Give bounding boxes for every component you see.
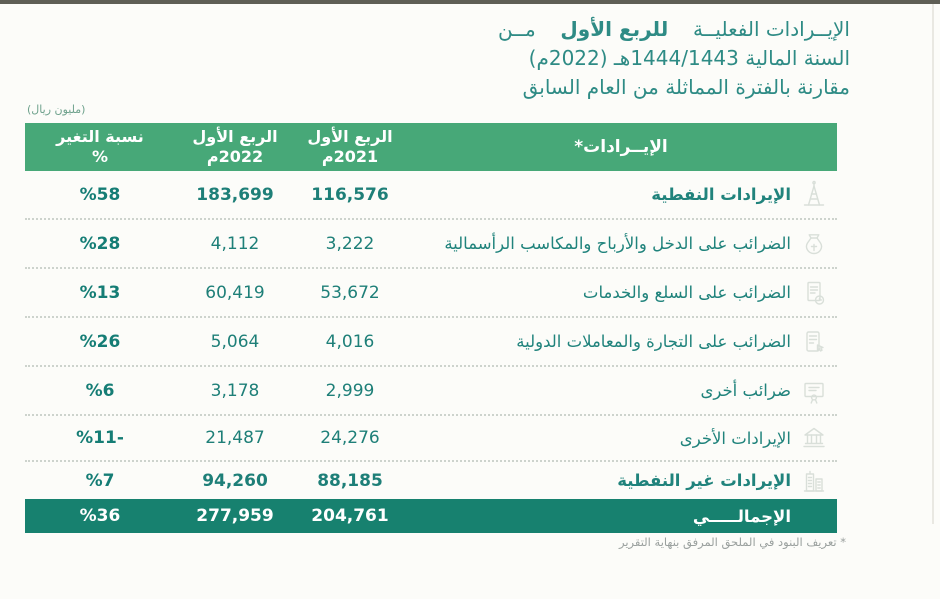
bank-building-icon <box>791 422 837 454</box>
footnote: * تعريف البنود في الملحق المرفق بنهاية ا… <box>619 535 846 549</box>
header-cell-q1-2021: الربع الأول 2021م <box>295 127 405 167</box>
table-row: الإيرادات غير النفطية 88,185 94,260 %7 <box>25 462 837 499</box>
top-border <box>0 0 940 4</box>
title-line-1-part-1: الإيــرادات الفعليــة <box>692 17 850 41</box>
total-change: %36 <box>79 506 121 526</box>
table-row: الضرائب على السلع والخدمات 53,672 60,419… <box>25 269 837 318</box>
value-q1-2022: 21,487 <box>205 428 265 448</box>
row-label: الإيرادات النفطية <box>651 185 791 204</box>
row-label: الضرائب على التجارة والمعاملات الدولية <box>516 332 791 351</box>
table-row: الإيرادات الأخرى 24,276 21,487 %11- <box>25 416 837 462</box>
row-label: ضرائب أخرى <box>700 381 791 400</box>
value-q1-2021: 53,672 <box>320 282 380 303</box>
title-line-2: السنة المالية 1444/1443هـ (2022م) <box>528 46 850 70</box>
title-line-1-part-2: مــن <box>498 17 536 41</box>
value-change: %11- <box>76 428 124 448</box>
value-q1-2021: 24,276 <box>320 428 380 448</box>
table-header: الإيــرادات* الربع الأول 2021م الربع الأ… <box>25 123 837 171</box>
value-q1-2021: 3,222 <box>325 233 375 254</box>
value-change: %58 <box>79 184 121 205</box>
table-row: الإيرادات النفطية 116,576 183,699 %58 <box>25 171 837 220</box>
title-line-1: الإيــرادات الفعليــة للربع الأول مــن <box>498 15 850 44</box>
revenue-table: الإيــرادات* الربع الأول 2021م الربع الأ… <box>25 123 837 533</box>
row-label: الإيرادات الأخرى <box>679 428 791 448</box>
header-q1-2021-line1: الربع الأول <box>307 127 393 146</box>
value-change: %7 <box>85 470 115 491</box>
value-q1-2021: 2,999 <box>325 380 375 401</box>
value-q1-2021: 4,016 <box>325 331 375 352</box>
certificate-icon <box>791 375 837 407</box>
receipt-clock-icon <box>791 277 837 309</box>
value-q1-2022: 94,260 <box>202 470 268 491</box>
header-q1-2022-line2: 2022م <box>206 147 264 166</box>
trade-device-icon <box>791 326 837 358</box>
value-change: %6 <box>85 380 115 401</box>
row-label: الضرائب على السلع والخدمات <box>582 283 791 302</box>
header-cell-revenues: الإيــرادات* <box>574 137 668 157</box>
header-q1-2022-line1: الربع الأول <box>192 127 278 146</box>
unit-label: (مليون ريال) <box>27 103 86 116</box>
title-line-3: مقارنة بالفترة المماثلة من العام السابق <box>522 75 850 99</box>
total-label: الإجمالـــــي <box>692 506 791 526</box>
value-q1-2022: 60,419 <box>205 282 265 303</box>
oil-derrick-icon <box>791 179 837 211</box>
row-label: الضرائب على الدخل والأرباح والمكاسب الرأ… <box>444 234 791 253</box>
page-edge-shadow <box>932 4 934 524</box>
value-q1-2022: 5,064 <box>210 331 260 352</box>
header-cell-change: نسبة التغير % <box>25 127 175 167</box>
value-q1-2021: 116,576 <box>311 184 389 205</box>
header-change-line1: نسبة التغير <box>56 127 144 146</box>
header-cell-q1-2022: الربع الأول 2022م <box>175 127 295 167</box>
value-q1-2022: 183,699 <box>196 184 274 205</box>
money-bag-icon <box>791 228 837 260</box>
value-q1-2021: 88,185 <box>317 470 383 491</box>
report-title: الإيــرادات الفعليــة للربع الأول مــن ا… <box>498 15 850 102</box>
total-row: الإجمالـــــي 204,761 277,959 %36 <box>25 499 837 533</box>
total-q1-2021: 204,761 <box>311 506 389 526</box>
value-q1-2022: 3,178 <box>210 380 260 401</box>
table-row: الضرائب على الدخل والأرباح والمكاسب الرأ… <box>25 220 837 269</box>
title-line-1-bold: للربع الأول <box>560 17 669 41</box>
value-change: %26 <box>79 331 121 352</box>
value-change: %13 <box>79 282 121 303</box>
table-row: ضرائب أخرى 2,999 3,178 %6 <box>25 367 837 416</box>
row-label: الإيرادات غير النفطية <box>617 471 791 490</box>
header-q1-2021-line2: 2021م <box>321 147 379 166</box>
value-change: %28 <box>79 233 121 254</box>
value-q1-2022: 4,112 <box>210 233 260 254</box>
total-q1-2022: 277,959 <box>196 506 274 526</box>
header-change-line2: % <box>91 147 109 166</box>
table-row: الضرائب على التجارة والمعاملات الدولية 4… <box>25 318 837 367</box>
city-buildings-icon <box>791 465 837 497</box>
